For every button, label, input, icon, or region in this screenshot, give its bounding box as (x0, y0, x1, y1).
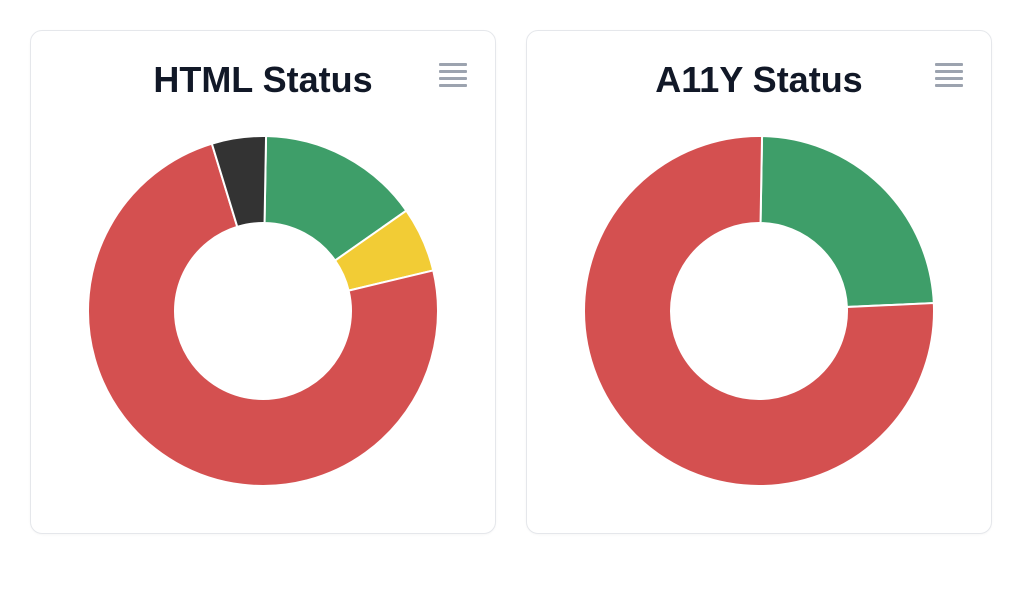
card-header: HTML Status (59, 59, 467, 101)
donut-svg (73, 121, 453, 501)
card-title: A11Y Status (655, 59, 862, 101)
status-card-html: HTML Status (30, 30, 496, 534)
status-card-a11y: A11Y Status (526, 30, 992, 534)
hamburger-menu-icon[interactable] (439, 63, 467, 87)
hamburger-menu-icon[interactable] (935, 63, 963, 87)
donut-chart-html (59, 121, 467, 501)
donut-slice-green[interactable] (761, 136, 934, 307)
donut-chart-a11y (555, 121, 963, 501)
card-title: HTML Status (153, 59, 372, 101)
donut-svg (569, 121, 949, 501)
card-header: A11Y Status (555, 59, 963, 101)
